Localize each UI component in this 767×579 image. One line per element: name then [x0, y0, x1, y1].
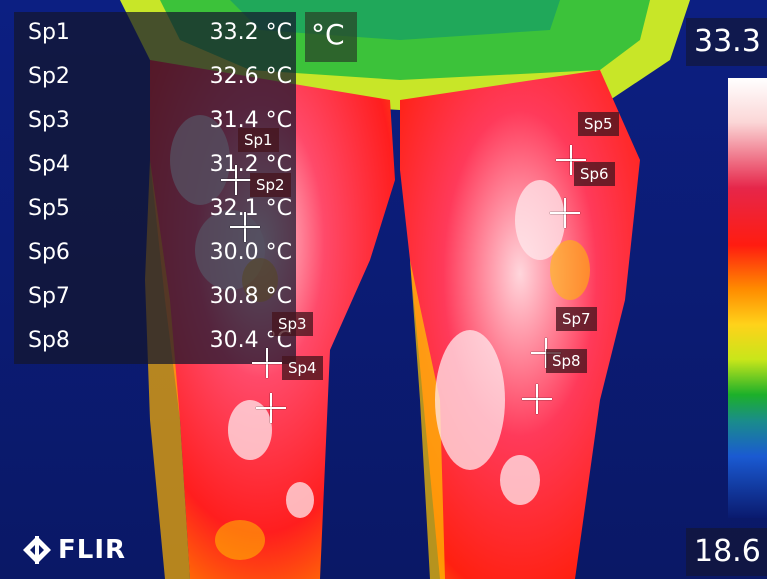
- spot-tag-sp4: Sp4: [282, 356, 323, 380]
- spot-row-sp5: Sp5 32.1 °C: [14, 188, 296, 232]
- spot-label: Sp2: [28, 64, 70, 89]
- spot-label: Sp8: [28, 328, 70, 353]
- spot-crosshair-sp1[interactable]: [221, 165, 251, 195]
- spot-label: Sp7: [28, 284, 70, 309]
- spot-row-sp3: Sp3 31.4 °C: [14, 100, 296, 144]
- spot-row-sp4: Sp4 31.2 °C: [14, 144, 296, 188]
- spot-value: 30.0 °C: [209, 240, 292, 265]
- spot-value: 33.2 °C: [209, 20, 292, 45]
- spot-row-sp6: Sp6 30.0 °C: [14, 232, 296, 276]
- spot-crosshair-sp3[interactable]: [252, 348, 282, 378]
- spot-crosshair-sp8[interactable]: [522, 384, 552, 414]
- spot-tag-sp1: Sp1: [238, 128, 279, 152]
- spot-row-sp7: Sp7 30.8 °C: [14, 276, 296, 320]
- spot-label: Sp6: [28, 240, 70, 265]
- spot-crosshair-sp4[interactable]: [256, 393, 286, 423]
- spot-value: 32.1 °C: [209, 196, 292, 221]
- scale-min-value: 18.6: [694, 534, 761, 569]
- scale-max-value: 33.3: [694, 24, 761, 59]
- spot-tag-sp8: Sp8: [546, 349, 587, 373]
- spot-tag-sp3: Sp3: [272, 312, 313, 336]
- flir-logo-text: FLIR: [58, 535, 127, 565]
- spot-row-sp1: Sp1 33.2 °C: [14, 12, 296, 56]
- spot-row-sp2: Sp2 32.6 °C: [14, 56, 296, 100]
- spot-value: 32.6 °C: [209, 64, 292, 89]
- spot-crosshair-sp6[interactable]: [550, 198, 580, 228]
- scale-max-box: 33.3: [686, 18, 767, 66]
- spot-crosshair-sp2[interactable]: [230, 212, 260, 242]
- temperature-scale-bar: [728, 78, 767, 518]
- spot-label: Sp1: [28, 20, 70, 45]
- spot-value: 30.8 °C: [209, 284, 292, 309]
- spot-tag-sp2: Sp2: [250, 173, 291, 197]
- flir-diamond-icon: [23, 536, 51, 564]
- spot-value: 31.2 °C: [209, 152, 292, 177]
- spot-tag-sp5: Sp5: [578, 112, 619, 136]
- spot-label: Sp5: [28, 196, 70, 221]
- spot-tag-sp6: Sp6: [574, 162, 615, 186]
- unit-badge: °C: [305, 12, 357, 62]
- spot-readout-panel: Sp1 33.2 °C Sp2 32.6 °C Sp3 31.4 °C Sp4 …: [14, 12, 296, 364]
- spot-label: Sp3: [28, 108, 70, 133]
- spot-tag-sp7: Sp7: [556, 307, 597, 331]
- spot-crosshair-sp5[interactable]: [556, 145, 586, 175]
- scale-min-box: 18.6: [686, 528, 767, 576]
- spot-label: Sp4: [28, 152, 70, 177]
- unit-label: °C: [311, 18, 345, 51]
- spot-row-sp8: Sp8 30.4 °C: [14, 320, 296, 364]
